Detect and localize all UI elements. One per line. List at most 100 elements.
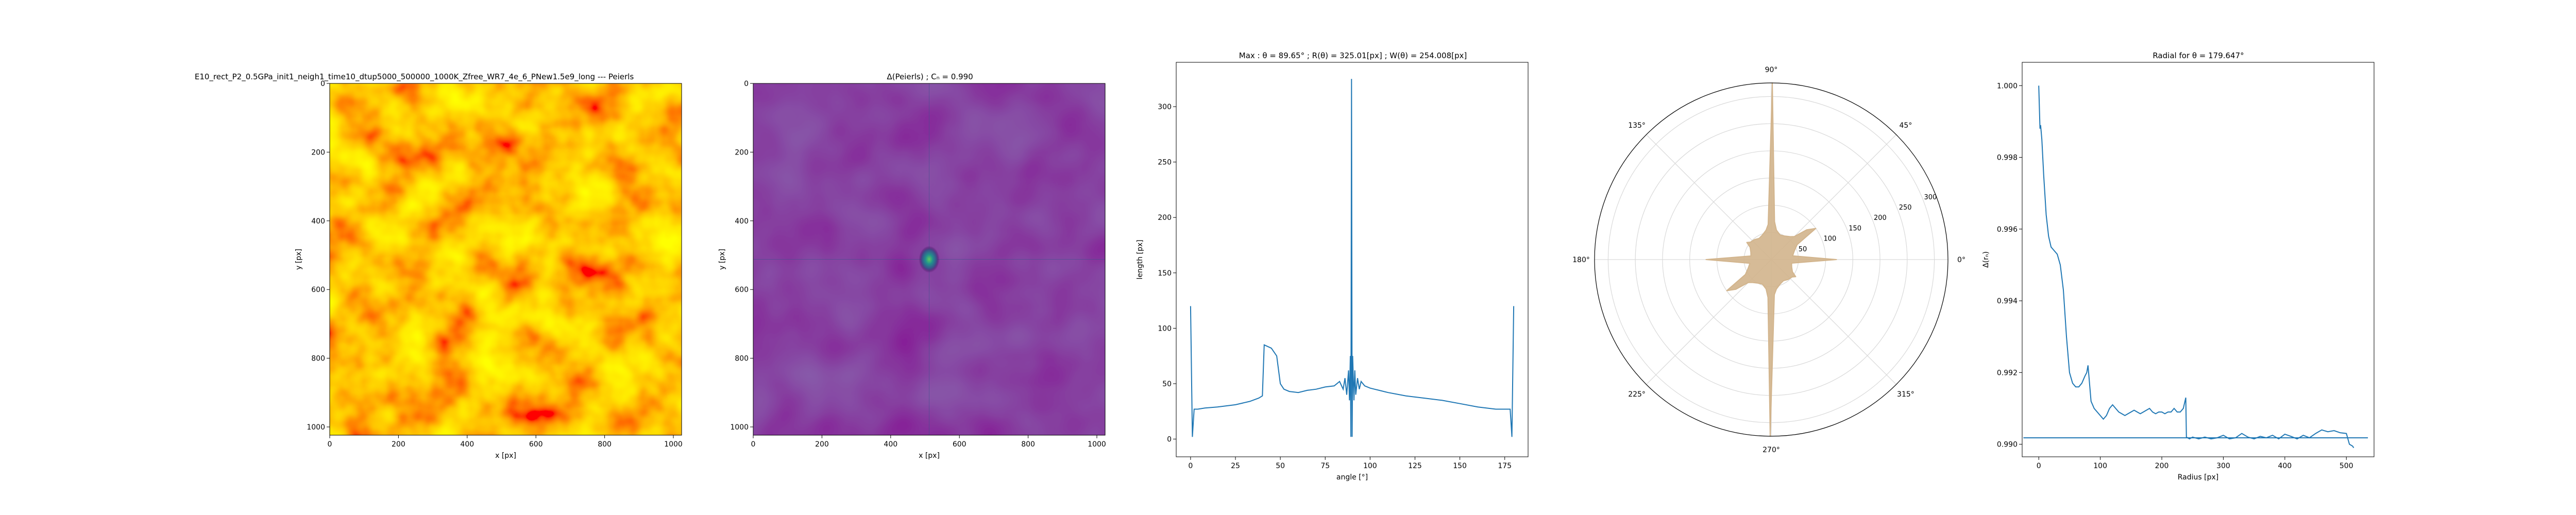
polar-radius-label: 100 (1824, 235, 1837, 243)
panel2-xtick-label: 200 (815, 440, 829, 449)
panel2-xtick-label: 0 (751, 440, 756, 449)
panel5-ytick-label: 0.996 (1997, 226, 2018, 234)
panel1-xtick-label: 600 (529, 440, 543, 449)
panel2-frame (753, 83, 1106, 436)
panel3-ytick-label: 0 (1167, 436, 1172, 444)
panel3-ytick-label: 100 (1158, 324, 1172, 333)
panel2-ytick-label: 0 (744, 80, 749, 88)
polar-grid-spoke (1646, 134, 1772, 260)
panel5-plot: 0 100 200 300 400 500 0.990 0.992 0.994 0.996 0.99… (1982, 82, 2368, 482)
panel3-xtick-label: 75 (1320, 462, 1330, 470)
panel5-xtick-label: 200 (2155, 462, 2169, 470)
polar-outer-frame (1594, 82, 1948, 437)
panel1-title: E10_rect_P2_0.5GPa_init1_neigh1_time10_d… (195, 72, 634, 82)
panel3-xtick-label: 0 (1188, 462, 1193, 470)
panel2-ytick-label: 800 (735, 355, 749, 363)
panel5-ytick-label: 0.990 (1997, 441, 2018, 449)
panel3-xtick-label: 175 (1498, 462, 1512, 470)
panel1-xtick-label: 400 (460, 440, 474, 449)
panel3-ytick-label: 300 (1158, 103, 1172, 111)
panel5-xtick-label: 300 (2216, 462, 2230, 470)
polar-angle-label: 225° (1628, 390, 1646, 399)
panel2-ytick-label: 400 (735, 217, 749, 226)
panel5-series-line-0 (2038, 85, 2354, 449)
panel-delta-map: Δ(Peierls) ; Cₙ = 0.990 0 200 400 600 800 100… (718, 72, 1106, 460)
polar-angle-label: 90° (1765, 66, 1778, 74)
panel1-xlabel: x [px] (495, 452, 516, 460)
panel3-xtick-label: 100 (1363, 462, 1377, 470)
panel2-xtick-label: 400 (884, 440, 897, 449)
panel3-series-line-0 (1190, 79, 1515, 437)
panel5-xtick-label: 400 (2278, 462, 2292, 470)
panel3-ytick-label: 250 (1158, 159, 1172, 167)
panel-polar: 0° 45° 90° 135° 180° 225° 270° 315° 50 100 150 200 2… (1572, 66, 1965, 454)
panel2-ytick-label: 1000 (730, 423, 749, 432)
polar-grid-spoke (1771, 259, 1896, 385)
panel-radial-profile: Radial for θ = 179.647° 0 100 200 300 400 500… (1982, 51, 2375, 482)
panel1-ytick-label: 600 (311, 286, 325, 294)
panel5-ytick-label: 0.998 (1997, 154, 2018, 162)
panel3-ytick-label: 200 (1158, 214, 1172, 222)
panel3-frame (1176, 62, 1529, 457)
polar-angle-label: 180° (1572, 256, 1590, 264)
panel5-ylabel: Δ(rₙ) (1982, 251, 1990, 268)
panel2-ylabel: y [px] (718, 249, 726, 270)
panel-peierls-map: E10_rect_P2_0.5GPa_init1_neigh1_time10_d… (195, 72, 683, 460)
panel1-xtick-label: 800 (598, 440, 612, 449)
panel2-xtick-label: 600 (953, 440, 967, 449)
polar-angle-label: 0° (1957, 256, 1965, 264)
panel1-xtick-label: 0 (328, 440, 332, 449)
panel1-ytick-label: 400 (311, 217, 325, 226)
panel3-plot: 0 25 50 75 100 125 150 175 0 50 100 150 200 250 300 ang… (1136, 79, 1515, 482)
panel1-xtick-label: 200 (392, 440, 405, 449)
panel3-ytick-label: 50 (1162, 380, 1172, 388)
polar-angle-label: 45° (1900, 122, 1912, 130)
panel2-title: Δ(Peierls) ; Cₙ = 0.990 (887, 72, 973, 81)
panel3-ytick-label: 150 (1158, 269, 1172, 278)
panel2-ytick-label: 600 (735, 286, 749, 294)
polar-radius-label: 50 (1799, 246, 1807, 253)
panel5-xlabel: Radius [px] (2178, 473, 2219, 482)
panel1-ylabel: y [px] (295, 249, 303, 270)
polar-radius-label: 200 (1874, 214, 1887, 222)
panel3-xtick-label: 150 (1453, 462, 1467, 470)
panel3-xtick-label: 50 (1276, 462, 1285, 470)
polar-series-shape-0 (1705, 82, 1837, 437)
polar-radius-label: 250 (1899, 204, 1912, 212)
panel1-ytick-label: 0 (320, 80, 325, 88)
panel1-ytick-label: 1000 (307, 423, 325, 432)
panel1-xtick-label: 1000 (664, 440, 683, 449)
polar-angle-label: 315° (1897, 390, 1914, 399)
panel3-ylabel: length [px] (1136, 239, 1144, 279)
panel-angular-profile: Max : θ = 89.65° ; R(θ) = 325.01[px] ; W… (1136, 51, 1529, 482)
panel5-ytick-label: 0.994 (1997, 297, 2018, 305)
polar-angle-label: 270° (1762, 446, 1780, 454)
panel2-xlabel: x [px] (919, 452, 940, 460)
panel1-ytick-label: 800 (311, 355, 325, 363)
panel1-ytick-label: 200 (311, 148, 325, 157)
panel3-title: Max : θ = 89.65° ; R(θ) = 325.01[px] ; W… (1239, 51, 1467, 60)
panel5-ytick-label: 0.992 (1997, 369, 2018, 377)
panel5-frame (2022, 62, 2375, 457)
panel5-xtick-label: 100 (2093, 462, 2107, 470)
polar-radius-label: 300 (1924, 194, 1937, 201)
panel5-xtick-label: 0 (2037, 462, 2041, 470)
panel1-frame (329, 83, 682, 436)
polar-angle-label: 135° (1628, 122, 1646, 130)
panel5-ytick-label: 1.000 (1997, 82, 2018, 90)
polar-plot: 0° 45° 90° 135° 180° 225° 270° 315° 50 100 150 200 2… (1572, 66, 1965, 454)
panel2-ytick-label: 200 (735, 148, 749, 157)
panel3-xtick-label: 125 (1408, 462, 1422, 470)
panel2-xtick-label: 800 (1021, 440, 1035, 449)
polar-radius-label: 150 (1849, 225, 1861, 232)
correlation-peak (919, 246, 940, 273)
panel3-xlabel: angle [°] (1336, 473, 1368, 482)
panel5-xtick-label: 500 (2340, 462, 2353, 470)
panel2-xtick-label: 1000 (1088, 440, 1106, 449)
panel3-xtick-label: 25 (1231, 462, 1240, 470)
panel5-title: Radial for θ = 179.647° (2153, 51, 2244, 60)
peierls-heatmap-texture (330, 83, 682, 435)
